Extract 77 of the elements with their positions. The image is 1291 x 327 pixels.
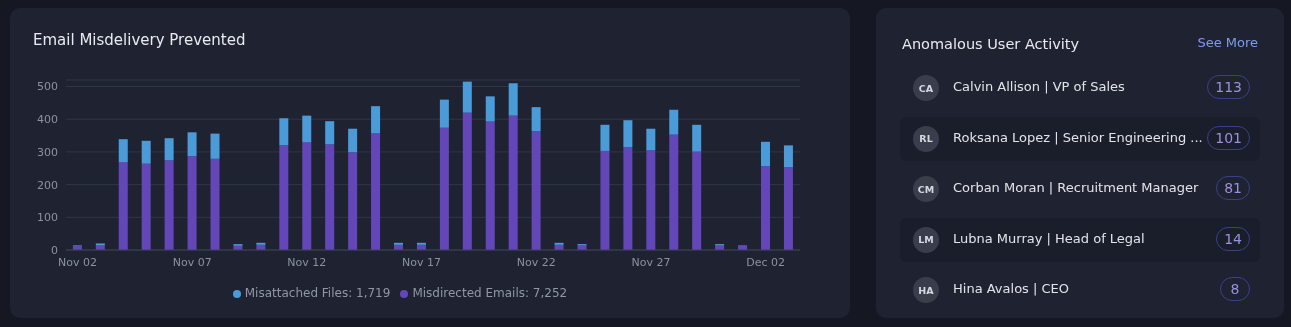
text: See More: [1197, 35, 1258, 50]
y-tick-label: 300: [37, 145, 58, 159]
avatar-icon: CA: [913, 75, 939, 101]
bar: [783, 145, 793, 168]
bar: [646, 150, 656, 250]
x-tick-label: Nov 02: [57, 255, 97, 269]
data-label: 113: [1207, 75, 1250, 99]
bar: [439, 99, 449, 128]
data-label: 81: [1216, 176, 1250, 200]
bar: [646, 128, 656, 151]
bar: [508, 83, 518, 116]
y-tick-label: 100: [37, 211, 58, 225]
bar: [348, 128, 358, 153]
data-label: 8: [1220, 277, 1250, 301]
text: Anomalous User Activity: [902, 36, 1080, 52]
bar: [210, 133, 220, 159]
bar: [141, 163, 151, 250]
bar: [623, 120, 633, 148]
bar: [531, 107, 541, 131]
avatar-icon: CM: [913, 176, 939, 202]
bar: [692, 151, 702, 250]
bar: [187, 156, 197, 250]
category-label: Hina Avalos | CEO: [953, 281, 1070, 296]
x-tick-label: Nov 07: [172, 255, 212, 269]
bar: [141, 140, 151, 164]
bar: [118, 139, 128, 163]
chart-title: Email Misdelivery Prevented: [33, 31, 246, 49]
avatar-icon: HA: [913, 277, 939, 303]
bar: [508, 115, 518, 250]
x-tick-label: Nov 22: [516, 255, 556, 269]
x-tick-label: Nov 12: [287, 255, 327, 269]
bar: [164, 160, 174, 250]
y-tick-label: 200: [37, 178, 58, 192]
bar: [279, 118, 289, 146]
bar: [325, 144, 335, 250]
category-label: Calvin Allison | VP of Sales: [953, 79, 1125, 94]
bar: [600, 124, 610, 151]
category-label: Roksana Lopez | Senior Engineering ...: [953, 129, 1203, 145]
bar: [623, 147, 633, 250]
bar: [325, 121, 335, 145]
bar: [761, 165, 771, 250]
x-tick-label: Dec 02: [746, 255, 785, 269]
bar: [600, 150, 610, 250]
category-label: Corban Moran | Recruitment Manager: [953, 180, 1199, 195]
y-tick-label: 400: [37, 113, 58, 127]
bar: [371, 133, 381, 250]
data-label: 14: [1216, 226, 1250, 251]
bar: [302, 115, 312, 143]
avatar-icon: RL: [913, 125, 939, 152]
bar: [485, 96, 495, 122]
avatar-icon: LM: [913, 226, 939, 253]
bar: [187, 132, 197, 157]
bar: [761, 141, 771, 166]
bar: [302, 142, 312, 250]
bar: [164, 138, 174, 161]
x-tick-label: Nov 17: [402, 255, 442, 269]
category-label: Lubna Murray | Head of Legal: [953, 230, 1145, 246]
y-tick-label: 0: [51, 243, 58, 257]
bar: [371, 106, 381, 134]
y-tick-label: 500: [37, 80, 58, 94]
data-label: 101: [1207, 125, 1250, 150]
bar: [669, 134, 679, 250]
bar: [692, 124, 702, 152]
bar: [462, 112, 472, 250]
bar: [210, 158, 220, 250]
bar: [783, 167, 793, 250]
bar: [531, 131, 541, 250]
bar: [669, 109, 679, 135]
bar: [348, 152, 358, 250]
legend-label: Misattached Files: 1,719: [244, 286, 391, 300]
x-tick-label: Nov 27: [631, 255, 671, 269]
bar: [462, 81, 472, 113]
bar: [279, 145, 289, 250]
legend-label: Misdirected Emails: 7,252: [412, 286, 568, 300]
bar: [118, 162, 128, 250]
bar: [485, 121, 495, 250]
bar: [439, 127, 449, 250]
